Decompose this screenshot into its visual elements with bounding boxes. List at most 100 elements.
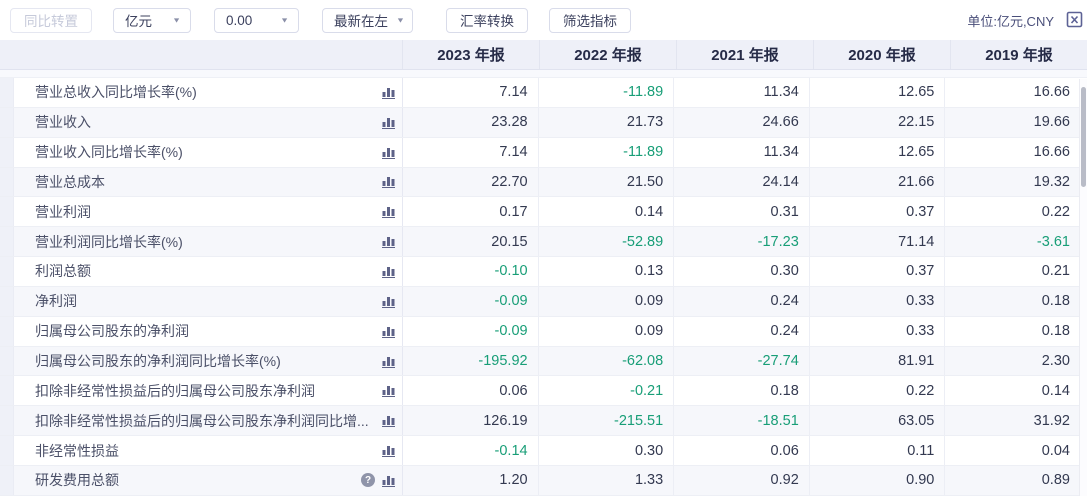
value-cell: -195.92 <box>403 346 539 376</box>
value-cell: -215.51 <box>539 406 675 436</box>
bar-chart-icon[interactable] <box>382 205 396 219</box>
indicator-label: 扣除非经常性损益后的归属母公司股东净利润 <box>35 382 315 399</box>
value-cell: -11.89 <box>539 137 675 167</box>
table-row: 净利润 -0.09 0.09 0.24 0.33 0.18 <box>0 286 1087 317</box>
value-cell: 23.28 <box>403 107 539 137</box>
indicator-label-cell: 营业收入同比增长率(%) <box>0 137 403 167</box>
value-cell: 63.05 <box>810 406 946 436</box>
value-cell: 7.14 <box>403 78 539 107</box>
row-icons <box>382 406 396 435</box>
row-icons <box>382 78 396 107</box>
value-cell: 0.09 <box>539 316 675 346</box>
chevron-down-icon: ▼ <box>280 16 289 24</box>
row-icons <box>382 197 396 226</box>
table-row: 营业收入 23.28 21.73 24.66 22.15 19.66 <box>0 107 1087 138</box>
value-cell: 12.65 <box>810 137 946 167</box>
indicator-label-cell: 扣除非经常性损益后的归属母公司股东净利润同比增... <box>0 406 403 436</box>
bar-chart-icon[interactable] <box>382 414 396 428</box>
table-row: 研发费用总额 ? 1.20 1.33 0.92 0.90 0.89 <box>0 465 1087 496</box>
value-cell: 0.21 <box>1041 263 1070 280</box>
bar-chart-icon[interactable] <box>382 295 396 308</box>
indicator-label: 营业总成本 <box>35 173 105 190</box>
value-cell: 12.65 <box>810 78 946 107</box>
value-cell: 0.37 <box>810 257 946 286</box>
indicator-label-cell: 营业收入 <box>0 107 403 137</box>
bar-chart-icon[interactable] <box>382 474 396 487</box>
row-icons <box>382 347 396 376</box>
value-cell: 21.66 <box>810 167 946 197</box>
bar-chart-icon[interactable] <box>382 86 396 99</box>
value-cell: 1.33 <box>539 465 675 495</box>
value-cell: -0.21 <box>539 376 675 406</box>
value-cell: 21.73 <box>539 107 675 137</box>
chevron-down-icon: ▼ <box>396 16 405 24</box>
value-cell: 0.14 <box>1041 382 1070 399</box>
order-select[interactable]: 最新在左 ▼ <box>322 7 413 33</box>
value-cell: 0.18 <box>1041 323 1070 340</box>
value-cell: 0.30 <box>539 436 675 465</box>
value-cell: 0.92 <box>674 465 810 495</box>
bar-chart-icon[interactable] <box>382 444 396 458</box>
indicator-label-cell: 研发费用总额 ? <box>0 465 403 495</box>
column-header: 2023 年报 <box>403 40 540 69</box>
value-cell: 0.90 <box>810 465 946 495</box>
scrollbar-thumb[interactable] <box>1081 87 1086 187</box>
indicator-label: 营业利润同比增长率(%) <box>35 233 183 250</box>
value-cell: -0.09 <box>403 316 539 346</box>
value-cell: 0.89 <box>1041 472 1070 489</box>
table-row: 非经常性损益 -0.14 0.30 0.06 0.11 0.04 <box>0 436 1087 466</box>
value-cell: 1.20 <box>403 465 539 495</box>
toolbar-right: 单位:亿元,CNY <box>967 11 1083 30</box>
value-cell: 11.34 <box>674 137 810 167</box>
unit-note: 单位:亿元,CNY <box>967 13 1054 29</box>
bar-chart-icon[interactable] <box>382 265 396 278</box>
row-icons <box>382 287 396 316</box>
indicator-label: 营业利润 <box>35 203 91 220</box>
indicator-label: 营业总收入同比增长率(%) <box>35 84 197 101</box>
value-cell: 16.66 <box>1033 84 1070 101</box>
value-cell: -0.09 <box>403 286 539 316</box>
bar-chart-icon[interactable] <box>382 384 396 398</box>
chevron-down-icon: ▼ <box>172 16 181 24</box>
value-cell: 0.17 <box>403 197 539 227</box>
indicator-label-cell: 营业利润 <box>0 197 403 227</box>
value-cell: -18.51 <box>674 406 810 436</box>
row-icons: ? <box>361 466 396 495</box>
bar-chart-icon[interactable] <box>382 175 396 189</box>
value-cell: -17.23 <box>674 227 810 257</box>
table-row: 营业利润 0.17 0.14 0.31 0.37 0.22 <box>0 197 1087 228</box>
help-icon[interactable]: ? <box>361 473 375 488</box>
decimal-select[interactable]: 0.00 ▼ <box>214 7 299 33</box>
transpose-button[interactable]: 同比转置 <box>10 7 92 33</box>
indicator-label: 非经常性损益 <box>35 442 119 459</box>
indicator-label: 营业收入 <box>35 114 91 131</box>
column-header: 2022 年报 <box>540 40 677 69</box>
value-cell: 24.14 <box>674 167 810 197</box>
indicator-label: 净利润 <box>35 293 77 310</box>
value-cell: 0.37 <box>810 197 946 227</box>
bar-chart-icon[interactable] <box>382 355 396 368</box>
decimal-select-value: 0.00 <box>226 12 253 28</box>
value-cell: 0.24 <box>674 316 810 346</box>
bar-chart-icon[interactable] <box>382 116 396 129</box>
value-cell: -3.61 <box>1036 233 1070 250</box>
indicator-label-cell: 营业总成本 <box>0 167 403 197</box>
unit-select[interactable]: 亿元 ▼ <box>113 7 191 33</box>
indicator-label: 研发费用总额 <box>35 472 119 489</box>
value-cell: -27.74 <box>674 346 810 376</box>
value-cell: 0.18 <box>1041 293 1070 310</box>
value-cell: 0.14 <box>539 197 675 227</box>
bar-chart-icon[interactable] <box>382 325 396 338</box>
table-row: 归属母公司股东的净利润同比增长率(%) -195.92 -62.08 -27.74 8… <box>0 346 1087 377</box>
bar-chart-icon[interactable] <box>382 146 396 159</box>
value-cell: 0.22 <box>1041 203 1070 220</box>
bar-chart-icon[interactable] <box>382 235 396 249</box>
value-cell: -62.08 <box>539 346 675 376</box>
rate-convert-button[interactable]: 汇率转换 <box>446 7 528 33</box>
vertical-scrollbar[interactable] <box>1079 79 1087 496</box>
filter-indicators-button[interactable]: 筛选指标 <box>549 7 631 33</box>
table-row: 营业利润同比增长率(%) 20.15 -52.89 -17.23 71.14 -3.61 <box>0 227 1087 258</box>
excel-export-icon[interactable] <box>1066 11 1084 29</box>
value-cell: 16.66 <box>1033 144 1070 161</box>
